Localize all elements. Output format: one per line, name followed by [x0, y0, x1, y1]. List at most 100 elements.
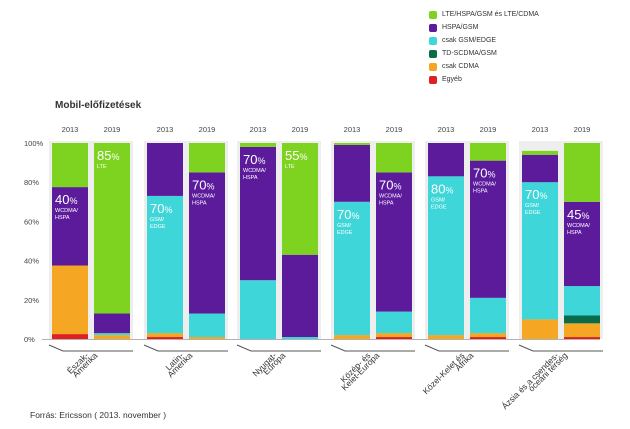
group-bracket: [330, 344, 415, 352]
bar-sublabel: EDGE: [525, 210, 541, 216]
bar-segment: [189, 172, 225, 314]
bar-label: 70%: [150, 201, 172, 216]
chart-title: Mobil-előfizetések: [55, 100, 142, 111]
bar-segment: [189, 313, 225, 338]
bar-sublabel: WCDMA/: [192, 193, 215, 199]
legend-swatch: [429, 36, 437, 45]
y-tick-label: 60%: [24, 217, 39, 226]
legend-label: HSPA/GSM: [442, 24, 479, 31]
legend-label: Egyéb: [442, 76, 462, 83]
year-label: 2013: [532, 125, 549, 134]
bar-sublabel: GSM/: [150, 217, 165, 223]
bar-segment: [94, 333, 130, 336]
year-label: 2019: [386, 125, 403, 134]
bar-segment: [282, 337, 318, 339]
year-label: 2013: [250, 125, 267, 134]
year-label: 2019: [292, 125, 309, 134]
legend-label: csak GSM/EDGE: [442, 37, 497, 44]
bar-segment: [376, 311, 412, 334]
bar-segment: [334, 201, 370, 336]
bar-segment: [522, 150, 558, 155]
bar-segment: [428, 143, 464, 177]
bar-segment: [282, 254, 318, 338]
bar-label: 85%: [97, 148, 119, 163]
group-bracket: [143, 344, 228, 352]
y-tick-label: 40%: [24, 257, 39, 266]
bar-sublabel: LTE: [285, 164, 295, 170]
bar-segment: [376, 337, 412, 339]
legend-item: Egyéb: [429, 73, 539, 86]
year-label: 2019: [480, 125, 497, 134]
bar-segment: [470, 337, 506, 339]
legend-swatch: [429, 49, 437, 58]
bar-segment: [564, 323, 600, 338]
year-label: 2013: [62, 125, 79, 134]
bar-segment: [522, 154, 558, 183]
bar-segment: [94, 313, 130, 334]
bar-segment: [564, 286, 600, 316]
bar-segment: [147, 195, 183, 334]
y-tick-label: 80%: [24, 178, 39, 187]
bar-sublabel: WCDMA/: [379, 193, 402, 199]
bar-sublabel: GSM/: [525, 203, 540, 209]
bar-label: 70%: [379, 177, 401, 192]
year-label: 2013: [344, 125, 361, 134]
bar-sublabel: GSM/: [431, 197, 446, 203]
y-tick-label: 0%: [24, 335, 35, 344]
bar-sublabel: EDGE: [431, 204, 447, 210]
legend-label: csak CDMA: [442, 63, 479, 70]
bar-segment: [376, 333, 412, 338]
legend-item: HSPA/GSM: [429, 21, 539, 34]
bar-segment: [52, 187, 88, 266]
bar-label: 70%: [192, 177, 214, 192]
bar-segment: [52, 265, 88, 335]
year-label: 2019: [574, 125, 591, 134]
bar-sublabel: HSPA: [473, 189, 488, 195]
legend-swatch: [429, 62, 437, 71]
chart-legend: LTE/HSPA/GSM és LTE/CDMA HSPA/GSM csak GSM…: [429, 8, 539, 86]
group-bracket: [518, 344, 603, 352]
bar-sublabel: HSPA: [55, 215, 70, 221]
bar-segment: [52, 334, 88, 339]
bar-segment: [147, 337, 183, 339]
bar-segment: [189, 143, 225, 173]
bar-segment: [240, 143, 276, 147]
group-bracket: [48, 344, 133, 352]
bar-segment: [470, 160, 506, 298]
bar-segment: [470, 143, 506, 161]
bar-sublabel: LTE: [97, 164, 107, 170]
bar-label: 70%: [473, 166, 495, 181]
bar-sublabel: HSPA: [243, 175, 258, 181]
bar-sublabel: WCDMA/: [243, 168, 266, 174]
bar-sublabel: WCDMA/: [55, 208, 78, 214]
bar-label: 70%: [525, 187, 547, 202]
bar-label: 45%: [567, 207, 589, 222]
y-tick-label: 20%: [24, 296, 39, 305]
source-note: Forrás: Ericsson ( 2013. november ): [30, 410, 167, 420]
bar-segment: [334, 143, 370, 145]
bar-segment: [376, 172, 412, 312]
bar-label: 40%: [55, 192, 77, 207]
year-label: 2019: [199, 125, 216, 134]
bar-sublabel: WCDMA/: [473, 182, 496, 188]
year-label: 2019: [104, 125, 121, 134]
bar-label: 70%: [243, 152, 265, 167]
bar-label: 80%: [431, 181, 453, 196]
legend-item: LTE/HSPA/GSM és LTE/CDMA: [429, 8, 539, 21]
bar-sublabel: GSM/: [337, 223, 352, 229]
year-label: 2013: [157, 125, 174, 134]
bar-segment: [240, 280, 276, 339]
bar-segment: [564, 315, 600, 324]
bar-sublabel: HSPA: [192, 200, 207, 206]
bar-segment: [564, 201, 600, 287]
legend-item: csak GSM/EDGE: [429, 34, 539, 47]
bar-segment: [94, 143, 130, 314]
bar-segment: [470, 297, 506, 334]
legend-swatch: [429, 10, 437, 19]
bar-label: 70%: [337, 207, 359, 222]
bar-sublabel: WCDMA/: [567, 223, 590, 229]
bar-segment: [564, 143, 600, 202]
bar-segment: [522, 182, 558, 320]
bar-sublabel: EDGE: [337, 230, 353, 236]
